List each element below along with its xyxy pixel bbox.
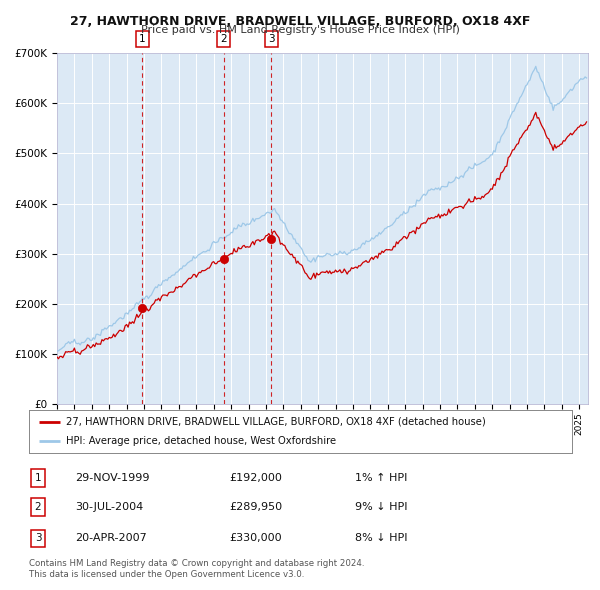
- Text: 1% ↑ HPI: 1% ↑ HPI: [355, 473, 407, 483]
- Text: 20-APR-2007: 20-APR-2007: [75, 533, 147, 543]
- Text: 29-NOV-1999: 29-NOV-1999: [75, 473, 149, 483]
- Text: 1: 1: [35, 473, 41, 483]
- Text: 3: 3: [268, 34, 275, 44]
- Text: £330,000: £330,000: [230, 533, 283, 543]
- Text: Price paid vs. HM Land Registry's House Price Index (HPI): Price paid vs. HM Land Registry's House …: [140, 25, 460, 35]
- Text: 8% ↓ HPI: 8% ↓ HPI: [355, 533, 407, 543]
- Text: HPI: Average price, detached house, West Oxfordshire: HPI: Average price, detached house, West…: [66, 436, 336, 446]
- Text: 30-JUL-2004: 30-JUL-2004: [75, 502, 143, 512]
- Text: 2: 2: [35, 502, 41, 512]
- Text: 27, HAWTHORN DRIVE, BRADWELL VILLAGE, BURFORD, OX18 4XF: 27, HAWTHORN DRIVE, BRADWELL VILLAGE, BU…: [70, 15, 530, 28]
- Text: 9% ↓ HPI: 9% ↓ HPI: [355, 502, 407, 512]
- Text: 27, HAWTHORN DRIVE, BRADWELL VILLAGE, BURFORD, OX18 4XF (detached house): 27, HAWTHORN DRIVE, BRADWELL VILLAGE, BU…: [66, 417, 485, 427]
- Text: 3: 3: [35, 533, 41, 543]
- Text: £289,950: £289,950: [230, 502, 283, 512]
- Text: 1: 1: [139, 34, 146, 44]
- Text: Contains HM Land Registry data © Crown copyright and database right 2024.
This d: Contains HM Land Registry data © Crown c…: [29, 559, 364, 579]
- Text: 2: 2: [220, 34, 227, 44]
- Text: £192,000: £192,000: [230, 473, 283, 483]
